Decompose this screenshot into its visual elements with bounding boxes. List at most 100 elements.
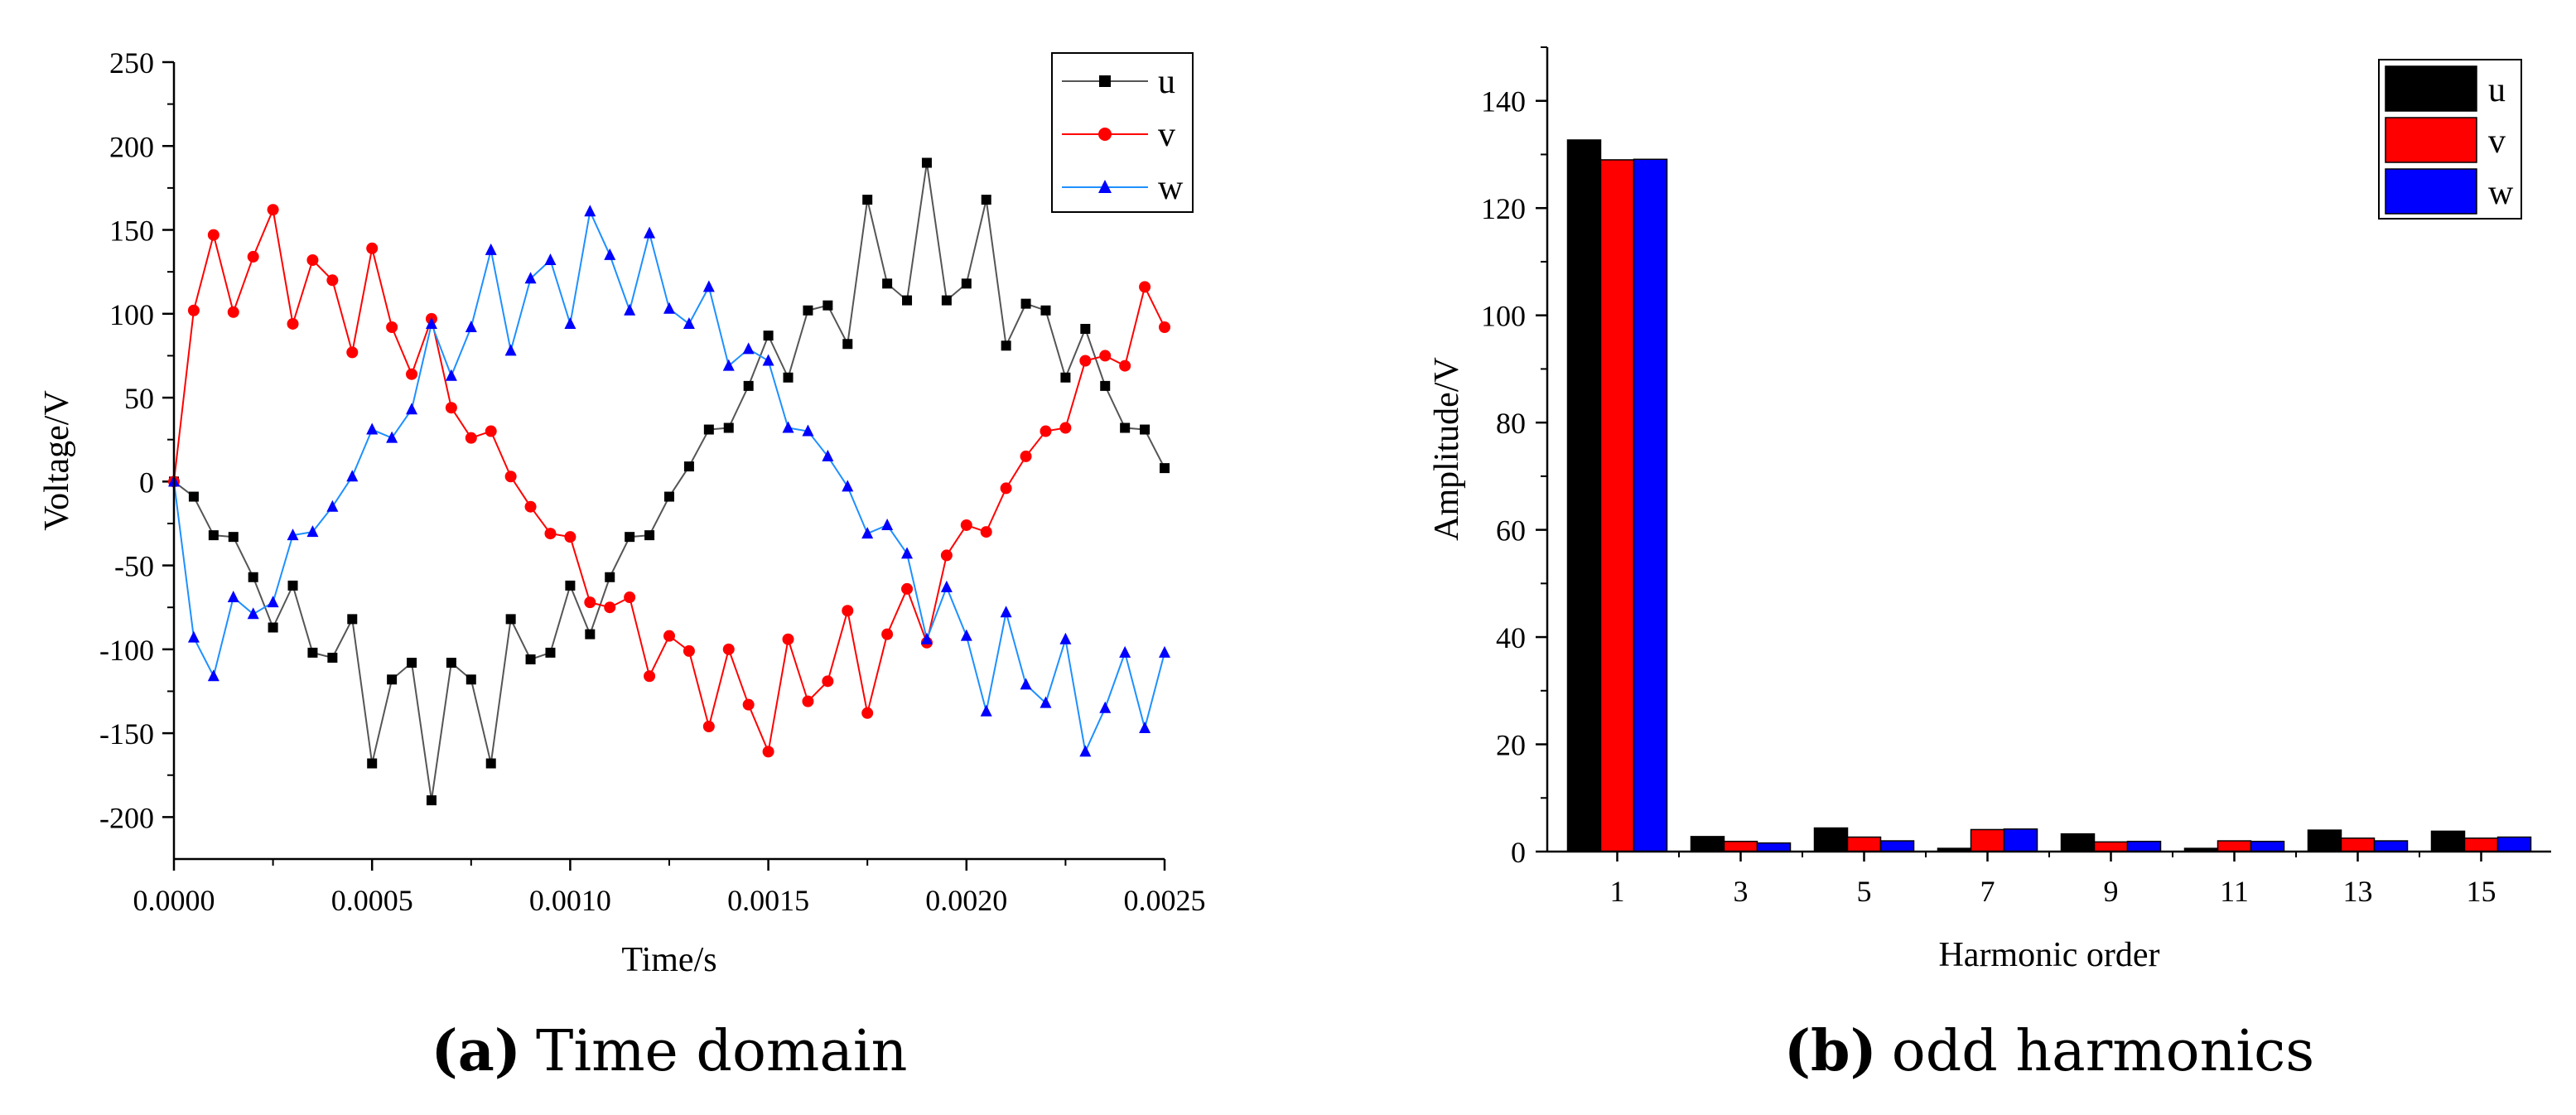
data-point-triangle bbox=[1020, 678, 1032, 690]
data-point-square bbox=[1040, 305, 1051, 316]
data-point-triangle bbox=[287, 529, 299, 541]
bar-u-h1 bbox=[1566, 139, 1602, 852]
legend-label-v: v bbox=[2488, 123, 2506, 161]
data-point-triangle bbox=[544, 253, 557, 265]
y-tick-label: 120 bbox=[1481, 192, 1526, 225]
data-point-circle bbox=[1098, 128, 1112, 141]
data-point-triangle bbox=[822, 449, 834, 461]
data-point-square bbox=[268, 622, 278, 633]
data-point-square bbox=[763, 331, 774, 341]
data-point-square bbox=[1160, 463, 1170, 474]
data-point-triangle bbox=[1079, 745, 1092, 757]
data-point-triangle bbox=[425, 316, 437, 329]
data-point-triangle bbox=[702, 280, 715, 292]
data-point-triangle bbox=[227, 591, 239, 603]
series-v bbox=[168, 204, 1170, 758]
data-point-triangle bbox=[901, 547, 914, 559]
data-point-triangle bbox=[247, 607, 259, 620]
data-point-circle bbox=[901, 582, 914, 595]
data-point-square bbox=[525, 654, 536, 664]
bar-v-h3 bbox=[1723, 840, 1758, 852]
data-point-circle bbox=[287, 317, 299, 330]
bar-w-h5 bbox=[1879, 840, 1915, 852]
bar-w-h3 bbox=[1756, 842, 1792, 852]
x-tick-label: 7 bbox=[1980, 875, 1995, 908]
data-point-circle bbox=[782, 633, 794, 645]
data-point-triangle bbox=[267, 596, 279, 608]
data-point-square bbox=[783, 372, 794, 383]
data-point-square bbox=[605, 572, 615, 582]
data-point-circle bbox=[762, 746, 774, 758]
data-point-square bbox=[1120, 422, 1131, 433]
x-tick-label: 0.0005 bbox=[331, 884, 413, 917]
data-point-square bbox=[862, 195, 873, 205]
data-point-circle bbox=[624, 591, 636, 604]
x-tick-label: 9 bbox=[2104, 875, 2119, 908]
data-point-triangle bbox=[1000, 606, 1012, 618]
data-point-square bbox=[723, 422, 734, 433]
x-tick-label: 0.0015 bbox=[727, 884, 809, 917]
data-point-circle bbox=[247, 250, 259, 263]
data-point-triangle bbox=[802, 424, 814, 437]
x-tick-label: 0.0020 bbox=[925, 884, 1007, 917]
data-point-circle bbox=[861, 707, 874, 719]
bar-v-h1 bbox=[1599, 159, 1635, 852]
data-point-square bbox=[1099, 75, 1111, 87]
legend-label-w: w bbox=[2488, 174, 2514, 212]
time-domain-x-label: Time/s bbox=[621, 941, 716, 979]
x-tick-label: 1 bbox=[1610, 875, 1625, 908]
data-point-square bbox=[1080, 324, 1091, 335]
bar-v-h13 bbox=[2340, 837, 2376, 852]
data-point-triangle bbox=[940, 580, 953, 592]
data-point-triangle bbox=[564, 316, 576, 329]
data-point-triangle bbox=[326, 500, 339, 512]
data-point-circle bbox=[802, 695, 814, 707]
data-point-circle bbox=[544, 528, 557, 540]
bar-u-h15 bbox=[2430, 830, 2466, 852]
y-tick-label: 250 bbox=[109, 46, 154, 80]
time-domain-series bbox=[168, 157, 1170, 806]
data-point-circle bbox=[564, 531, 576, 543]
data-point-triangle bbox=[386, 431, 398, 443]
y-tick-label: 60 bbox=[1496, 514, 1526, 548]
data-point-circle bbox=[524, 500, 537, 513]
data-point-circle bbox=[1040, 425, 1052, 437]
data-point-circle bbox=[485, 425, 497, 437]
data-point-circle bbox=[702, 721, 715, 733]
data-point-triangle bbox=[465, 320, 477, 332]
x-tick-label: 5 bbox=[1857, 875, 1872, 908]
data-point-circle bbox=[1139, 281, 1151, 293]
data-point-square bbox=[545, 647, 556, 658]
y-tick-label: 150 bbox=[109, 215, 154, 248]
data-point-triangle bbox=[722, 359, 735, 371]
data-point-triangle bbox=[366, 422, 379, 435]
data-point-circle bbox=[1000, 482, 1012, 495]
data-point-triangle bbox=[1040, 696, 1052, 708]
data-point-triangle bbox=[406, 403, 418, 415]
y-tick-label: -50 bbox=[114, 550, 154, 583]
y-tick-label: 80 bbox=[1496, 407, 1526, 440]
series-line-v bbox=[173, 206, 1165, 755]
bar-w-h15 bbox=[2496, 836, 2532, 852]
x-tick-label: 13 bbox=[2343, 875, 2373, 908]
data-point-square bbox=[644, 530, 655, 541]
series-line-u bbox=[173, 162, 1165, 801]
data-point-triangle bbox=[861, 527, 874, 539]
data-point-triangle bbox=[644, 226, 656, 239]
data-point-triangle bbox=[584, 205, 596, 217]
harmonics-x-label: Harmonic order bbox=[1938, 936, 2159, 974]
bar-v-h5 bbox=[1846, 836, 1882, 852]
data-point-circle bbox=[504, 471, 517, 483]
legend-label-u: u bbox=[1158, 63, 1175, 101]
data-point-circle bbox=[346, 346, 359, 359]
legend-label-w: w bbox=[1158, 169, 1184, 207]
data-point-circle bbox=[881, 628, 894, 640]
data-point-triangle bbox=[782, 421, 794, 433]
data-point-square bbox=[1100, 380, 1111, 391]
data-point-triangle bbox=[207, 669, 219, 682]
bar-w-h9 bbox=[2126, 840, 2162, 852]
data-point-circle bbox=[644, 670, 656, 683]
